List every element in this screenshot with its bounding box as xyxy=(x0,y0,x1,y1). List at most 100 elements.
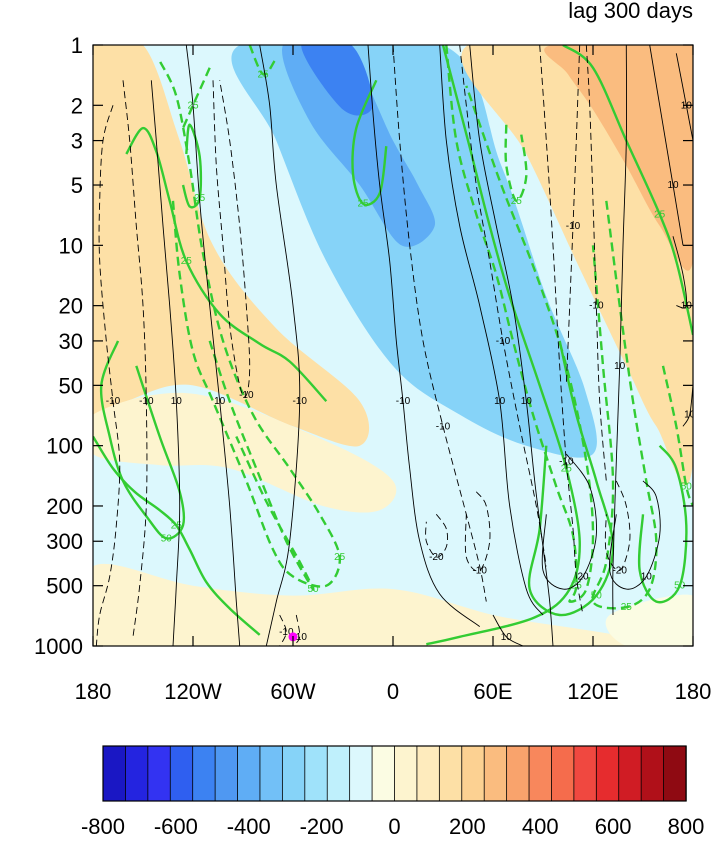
contour-label: 10 xyxy=(494,396,506,407)
y-tick-label: 5 xyxy=(71,173,83,198)
contour-label: -20 xyxy=(429,552,444,563)
contour-label: -10 xyxy=(436,421,451,432)
colorbar-swatch xyxy=(259,745,284,802)
x-axis: 180 120W 60W 0 60E 120E 180 xyxy=(75,45,712,704)
x-tick-label: 120E xyxy=(567,679,618,704)
y-tick-label: 200 xyxy=(46,494,83,519)
contour-label: 10 xyxy=(501,632,513,643)
contour-label: -10 xyxy=(279,627,294,638)
black-dashed-contour xyxy=(459,45,547,567)
colorbar-frame xyxy=(102,745,687,802)
colorbar: -800 -600 -400 -200 0 200 400 600 800 xyxy=(81,745,705,839)
black-solid-contour xyxy=(439,45,544,616)
contour-label: 10 xyxy=(667,180,679,191)
colorbar-swatch xyxy=(618,745,642,802)
fill-region xyxy=(282,45,436,247)
green-solid-contour xyxy=(99,340,186,540)
fill-region xyxy=(93,45,370,447)
black-dashed-contour xyxy=(464,491,491,572)
contour-label: -10 xyxy=(396,396,411,407)
colorbar-label: -800 xyxy=(81,814,125,838)
contour-label: 50 xyxy=(161,533,173,544)
green-dashed-contour xyxy=(181,67,211,129)
colorbar-swatch xyxy=(304,745,328,802)
colorbar-label: -400 xyxy=(227,814,271,838)
y-tick-label: 20 xyxy=(59,294,83,319)
green-dashed-contour xyxy=(445,45,595,603)
contour-label: 25 xyxy=(654,209,666,220)
colorbar-swatch xyxy=(102,745,127,802)
colorbar-swatch xyxy=(640,745,665,802)
y-tick-label: 10 xyxy=(59,233,83,258)
contour-label: -10 xyxy=(106,396,121,407)
colorbar-swatch xyxy=(326,745,351,802)
contour-label: 50 xyxy=(674,581,686,592)
green-dashed-contour xyxy=(591,200,658,610)
colorbar-swatch xyxy=(573,745,598,802)
black-solid-contour xyxy=(541,453,597,590)
colorbar-label: 400 xyxy=(522,814,559,838)
colorbar-swatch xyxy=(394,745,418,802)
contour-label: 25 xyxy=(171,520,183,531)
contour-label: -10 xyxy=(559,457,574,468)
colorbar-swatch xyxy=(506,745,530,802)
y-tick-label: 3 xyxy=(71,129,83,154)
black-dashed-contour xyxy=(122,80,148,637)
y-tick-label: 1 xyxy=(71,33,83,58)
colorbar-swatch xyxy=(595,745,620,802)
x-tick-label: 120W xyxy=(164,679,222,704)
colorbar-swatch xyxy=(461,745,485,802)
black-solid-contour xyxy=(185,45,241,646)
black-solid-contour xyxy=(259,45,301,646)
colorbar-swatch xyxy=(125,745,149,802)
green-dashed-contour xyxy=(504,124,528,203)
fill-region xyxy=(301,45,374,116)
colorbar-swatch xyxy=(281,745,306,802)
green-dashed-contour xyxy=(158,60,341,588)
colorbar-swatch xyxy=(169,745,194,802)
colorbar-swatch xyxy=(349,745,373,802)
contour-label: 25 xyxy=(334,552,346,563)
y-tick-label: 300 xyxy=(46,529,83,554)
contour-label: 10 xyxy=(214,396,226,407)
colorbar-swatch xyxy=(147,745,171,802)
contour-label: -10 xyxy=(292,632,307,643)
colorbar-label: 800 xyxy=(668,814,705,838)
x-tick-label: 180 xyxy=(75,679,112,704)
black-solid-contour xyxy=(682,385,693,427)
contour-label: 25 xyxy=(571,581,583,592)
contour-label: 10 xyxy=(521,396,533,407)
y-tick-label: 1000 xyxy=(34,634,83,659)
y-tick-label: 30 xyxy=(59,329,83,354)
colorbar-swatch xyxy=(551,745,575,802)
contour-label: -10 xyxy=(292,396,307,407)
x-tick-label: 0 xyxy=(387,679,399,704)
black-solid-contour xyxy=(150,80,181,646)
black-solid-contour xyxy=(492,614,524,646)
y-tick-label: 100 xyxy=(46,434,83,459)
colorbar-swatch xyxy=(438,745,463,802)
colorbar-swatch xyxy=(371,745,396,802)
black-dashed-contour xyxy=(565,45,581,386)
green-solid-contour xyxy=(125,126,328,403)
black-dashed-contour xyxy=(292,614,301,646)
green-dashed-contour xyxy=(248,45,276,76)
colorbar-label: 200 xyxy=(449,814,486,838)
fill-region xyxy=(204,45,340,355)
colorbar-label: -200 xyxy=(300,814,344,838)
green-solid-contour xyxy=(426,45,581,646)
colorbar-swatch xyxy=(528,745,553,802)
contour-label: -10 xyxy=(589,301,604,312)
contour-label: 10 xyxy=(684,410,696,421)
contour-label: 25 xyxy=(181,256,193,267)
black-solid-contour xyxy=(469,45,554,646)
x-tick-label: 180 xyxy=(675,679,712,704)
contour-label: 20 xyxy=(577,572,589,583)
contour-label: -10 xyxy=(566,221,581,232)
contour-label: -10 xyxy=(239,390,254,401)
black-dashed-contour xyxy=(212,80,251,398)
black-solid-contour xyxy=(649,45,684,246)
contour-layer: 2525502525255025502550252525252550-10-10… xyxy=(93,45,696,646)
black-solid-contour xyxy=(612,45,628,616)
